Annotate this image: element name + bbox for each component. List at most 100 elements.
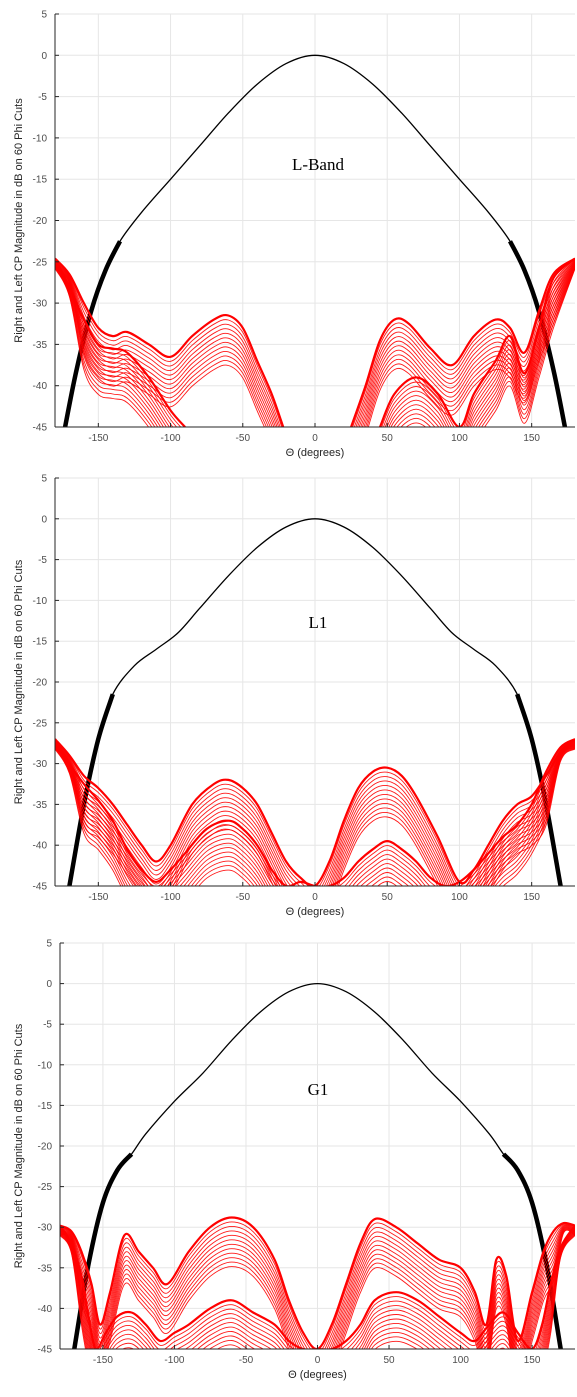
x-tick-label: -150 bbox=[88, 433, 108, 444]
xpol-cut-curve bbox=[55, 268, 265, 427]
x-tick-label: 100 bbox=[451, 892, 468, 903]
xpol-cut-curve bbox=[393, 264, 575, 427]
xpol-cut-curve bbox=[60, 1226, 575, 1349]
x-tick-label: 50 bbox=[383, 1355, 395, 1366]
x-tick-label: -50 bbox=[236, 433, 251, 444]
x-tick-label: -100 bbox=[161, 892, 181, 903]
xpol-cut-curve bbox=[390, 263, 575, 427]
chart-panel-l1: -150 -100 -50 0 50 100 150 5 0 -5 -10 -15 -20 -25 -30-… bbox=[0, 468, 577, 933]
y-tick-label: 0 bbox=[41, 514, 47, 525]
xpol-cut-curve bbox=[60, 1224, 575, 1349]
chart-panel-g1: -150 -100 -50 0 50 100 150 5 0 -5 -10 -15 -20 -25 -30-… bbox=[0, 933, 577, 1397]
xpol-cut-curve bbox=[55, 744, 575, 886]
xpol-cut-curve bbox=[55, 262, 167, 427]
band-label: L-Band bbox=[292, 155, 344, 174]
xpol-cut-curve bbox=[55, 741, 575, 886]
band-label: G1 bbox=[308, 1080, 329, 1099]
xpol-cut-curve bbox=[55, 742, 575, 886]
xpol-cut-curve bbox=[60, 1228, 575, 1349]
grid-l1 bbox=[55, 477, 575, 887]
xpol-cut-curve bbox=[400, 266, 575, 427]
y-tick-label: -30 bbox=[33, 299, 48, 310]
xpol-cut-curve bbox=[381, 259, 575, 427]
xpol-cut-curve bbox=[60, 1226, 575, 1349]
y-axis-label: Right and Left CP Magnitude in dB on 60 … bbox=[13, 1023, 25, 1268]
x-tick-label: 100 bbox=[452, 1355, 469, 1366]
xpol-cut-curve bbox=[55, 744, 575, 886]
band-label: L1 bbox=[309, 613, 328, 632]
xpol-envelope-curve bbox=[55, 738, 575, 886]
xpol-envelope-curve bbox=[60, 1224, 575, 1349]
chart-l1: -150 -100 -50 0 50 100 15050-5-10-15-20-25-30-… bbox=[13, 474, 575, 918]
xpol-cut-curve bbox=[55, 744, 575, 886]
x-axis-label: Θ (degrees) bbox=[288, 1369, 347, 1381]
x-tick-label: 50 bbox=[382, 433, 394, 444]
y-tick-label: 5 bbox=[41, 474, 47, 485]
xpol-cut-curve bbox=[55, 745, 575, 886]
xpol-cut-curve bbox=[60, 1228, 575, 1349]
y-tick-label: -45 bbox=[33, 423, 48, 434]
y-tick-label: -25 bbox=[33, 718, 48, 729]
xpol-cut-curve bbox=[55, 259, 283, 427]
y-tick-label: -10 bbox=[33, 133, 48, 144]
y-tick-label: 0 bbox=[46, 979, 52, 990]
x-axis-label: Θ (degrees) bbox=[286, 906, 345, 918]
y-tick-label: 5 bbox=[46, 939, 52, 950]
x-tick-label: -100 bbox=[161, 433, 181, 444]
x-tick-label: 0 bbox=[312, 433, 318, 444]
y-axis-label: Right and Left CP Magnitude in dB on 60 … bbox=[13, 98, 25, 343]
y-tick-label: -25 bbox=[38, 1182, 53, 1193]
axes-l1: -150 -100 -50 0 50 100 15050-5-10-15-20-25-30-… bbox=[33, 474, 575, 903]
xpol-cut-curve bbox=[55, 745, 575, 886]
y-tick-label: -20 bbox=[38, 1142, 53, 1153]
xpol-envelope-curve bbox=[55, 257, 186, 427]
y-tick-label: -30 bbox=[33, 759, 48, 770]
y-tick-label: 0 bbox=[41, 51, 47, 62]
y-tick-label: -35 bbox=[33, 340, 48, 351]
xpol-cut-curve bbox=[60, 1228, 575, 1349]
x-tick-label: 100 bbox=[451, 433, 468, 444]
xpol-cut-curve bbox=[60, 1225, 575, 1349]
xpol-cut-curve bbox=[60, 1229, 575, 1349]
xpol-cut-curve bbox=[55, 743, 575, 886]
xpol-cut-curve bbox=[388, 262, 575, 427]
y-tick-label: -10 bbox=[33, 596, 48, 607]
x-tick-label: 0 bbox=[315, 1355, 321, 1366]
copol-curve bbox=[68, 518, 562, 886]
xpol-envelope-curve bbox=[55, 257, 285, 427]
x-tick-label: 0 bbox=[312, 892, 318, 903]
xpol-cut-curve bbox=[352, 259, 575, 427]
xpol-cut-curve bbox=[60, 1229, 575, 1349]
x-tick-label: 150 bbox=[524, 1355, 541, 1366]
x-tick-label: -50 bbox=[239, 1355, 254, 1366]
xpol-envelope-curve bbox=[60, 1216, 575, 1349]
y-tick-label: -5 bbox=[43, 1020, 52, 1031]
xpol-cut-curve bbox=[55, 747, 575, 886]
x-tick-label: 150 bbox=[523, 892, 540, 903]
x-tick-label: -50 bbox=[236, 892, 251, 903]
y-tick-label: -45 bbox=[38, 1345, 53, 1356]
y-tick-label: -20 bbox=[33, 216, 48, 227]
y-tick-label: -15 bbox=[38, 1101, 53, 1112]
x-tick-label: -150 bbox=[93, 1355, 113, 1366]
y-tick-label: -45 bbox=[33, 882, 48, 893]
xpol-cut-curve bbox=[60, 1227, 575, 1349]
y-tick-label: 5 bbox=[41, 10, 47, 21]
xpol-cut-curve bbox=[55, 267, 267, 427]
xpol-cut-curve bbox=[55, 264, 273, 427]
xpol-cut-curve bbox=[55, 741, 575, 886]
copol-curve-tail bbox=[515, 693, 563, 886]
xpol-envelope-curve bbox=[378, 257, 575, 427]
xpol-cut-curve bbox=[405, 267, 575, 427]
axes-g1: -150 -100 -50 0 50 100 15050-5-10-15-20-25-30-… bbox=[38, 939, 575, 1366]
xpol-cut-curve bbox=[60, 1230, 575, 1349]
y-tick-label: -35 bbox=[38, 1263, 53, 1274]
xpol-cut-curve bbox=[55, 260, 174, 427]
xpol-cut-curve bbox=[55, 739, 575, 886]
x-tick-label: -100 bbox=[164, 1355, 184, 1366]
plot-area-lband bbox=[55, 54, 575, 427]
xpol-cut-curve bbox=[382, 260, 575, 427]
y-tick-label: -10 bbox=[38, 1060, 53, 1071]
chart-g1: -150 -100 -50 0 50 100 15050-5-10-15-20-25-30-… bbox=[13, 939, 575, 1381]
xpol-cut-curve bbox=[55, 265, 271, 427]
